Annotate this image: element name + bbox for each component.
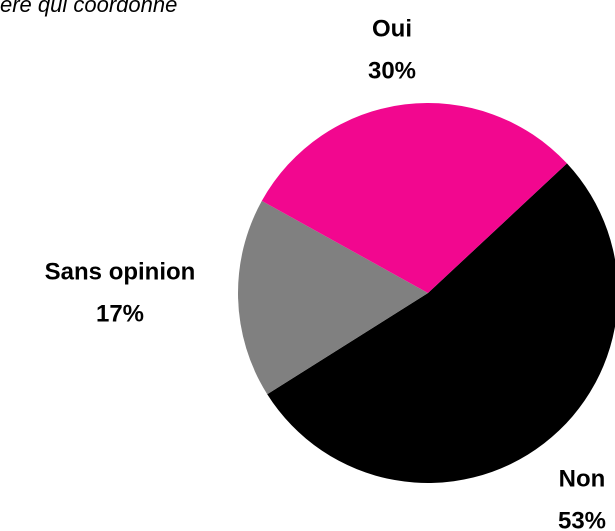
slice-value-label: 30%	[368, 57, 416, 84]
slice-value-label: 17%	[96, 300, 144, 327]
slice-label: Oui	[372, 15, 412, 42]
pie-slice	[238, 200, 428, 395]
slice-label: Sans opinion	[45, 258, 196, 285]
chart-title: ère qui coordonne	[0, 0, 177, 17]
slice-value-label: 53%	[558, 507, 606, 531]
pie-slice	[261, 103, 567, 293]
pie-slice	[267, 163, 615, 483]
slice-label: Non	[559, 465, 606, 492]
